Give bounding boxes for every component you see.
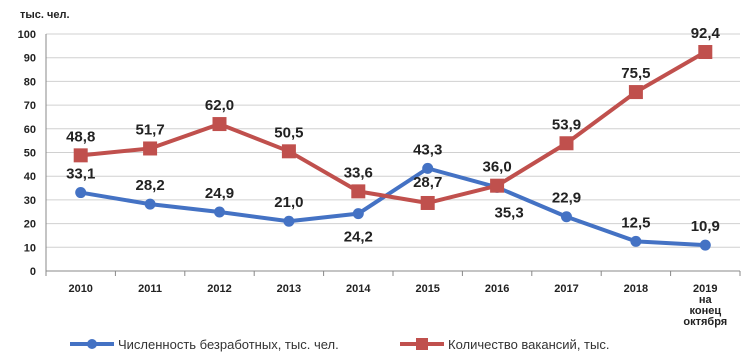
data-label: 21,0 [274,194,303,211]
y-tick-label: 50 [24,148,36,160]
y-tick-label: 20 [24,219,36,231]
x-tick-label: 2018 [624,283,648,295]
data-point [352,208,364,220]
x-tick-label: 2010 [68,283,92,295]
x-tick-label: 2015 [415,283,439,295]
data-point [628,85,643,100]
x-tick-label: 2019 на конец октября [683,283,727,328]
data-label: 24,2 [344,229,373,246]
x-tick-label: 2013 [277,283,301,295]
legend-marker [87,339,97,349]
data-label: 53,9 [552,116,581,133]
x-tick-label: 2012 [207,283,231,295]
legend-marker [416,338,428,350]
data-label: 50,5 [274,124,303,141]
data-label: 51,7 [135,121,164,138]
data-point [559,136,574,151]
data-point [698,45,713,60]
data-point [630,235,642,247]
data-point [283,215,295,227]
data-point [214,206,225,218]
data-point [212,117,227,132]
data-label: 62,0 [205,97,234,114]
legend-label: Численность безработных, тыс. чел. [118,337,339,352]
x-tick-label: 2011 [138,283,162,295]
x-tick-label: 2017 [554,283,578,295]
data-label: 12,5 [621,214,650,231]
y-tick-label: 10 [24,242,36,254]
y-tick-label: 100 [18,29,36,41]
data-point [420,195,435,210]
data-label: 33,1 [66,166,95,183]
series [73,45,713,251]
data-label: 75,5 [621,65,650,82]
series-line [80,166,706,248]
data-label: 35,3 [494,204,523,221]
data-point [281,144,296,159]
data-label: 28,7 [413,174,442,191]
data-label: 28,2 [135,177,164,194]
data-label: 36,0 [482,159,511,176]
data-labels: 33,1 28,2 24,9 21,0 24,2 43,3 35,3 22,9 12,5 10,9… [66,25,720,246]
data-label: 48,8 [66,128,95,145]
x-tick-label: 2014 [346,283,371,295]
y-axis-label: тыс. чел. [20,9,70,21]
y-tick-label: 30 [24,195,36,207]
data-point [422,162,434,174]
grid [45,33,741,276]
series-line [80,50,707,205]
legend-label: Количество вакансий, тыс. [448,337,609,352]
data-label: 92,4 [691,25,721,42]
x-axis-ticks: 2010 2011 2012 2013 2014 2015 2016 2017 2018 2019… [68,283,727,328]
legend: Численность безработных, тыс. чел. Количе… [70,337,609,352]
y-tick-label: 40 [24,171,36,183]
data-label: 43,3 [413,141,442,158]
x-tick-label: 2016 [485,283,509,295]
data-point [699,239,711,251]
data-label: 22,9 [552,190,581,207]
y-tick-label: 80 [24,76,36,88]
data-point [490,178,505,193]
data-point [143,141,158,156]
data-label: 33,6 [344,164,373,181]
data-label: 24,9 [205,185,234,202]
data-point [561,211,572,223]
data-label: 10,9 [691,218,720,235]
data-point [351,184,366,199]
data-point [75,187,87,199]
y-tick-label: 60 [24,124,36,136]
data-point [73,148,88,163]
data-point [144,198,156,210]
y-tick-label: 90 [24,53,36,65]
y-axis-ticks: 0 10 20 30 40 50 60 70 80 90 100 [18,29,36,278]
y-tick-label: 0 [30,266,36,278]
y-tick-label: 70 [24,100,36,112]
